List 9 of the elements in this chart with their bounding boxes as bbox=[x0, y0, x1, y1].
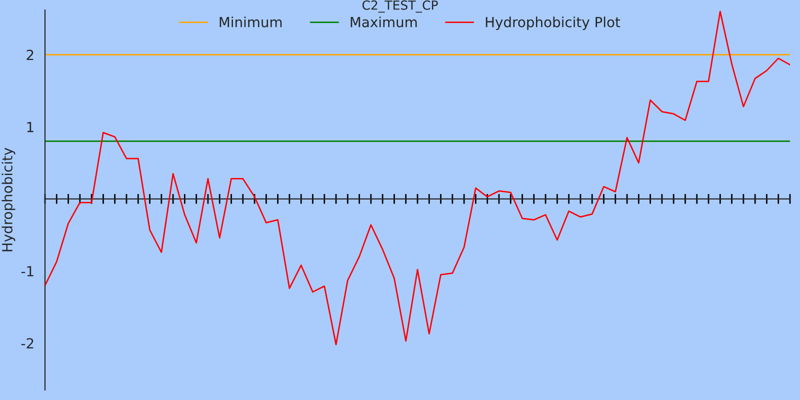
legend-label: Maximum bbox=[350, 16, 417, 28]
y-tick-label: 1 bbox=[27, 122, 34, 132]
y-tick-label: -2 bbox=[21, 338, 34, 348]
legend-label: Minimum bbox=[220, 16, 282, 28]
y-axis-title: Hydrophobicity bbox=[2, 148, 16, 252]
y-tick-label: -1 bbox=[21, 266, 34, 276]
chart-title: C2_TEST_CP bbox=[362, 0, 438, 13]
legend-label: Hydrophobicity Plot bbox=[486, 16, 620, 30]
y-tick-label: 2 bbox=[26, 50, 34, 60]
